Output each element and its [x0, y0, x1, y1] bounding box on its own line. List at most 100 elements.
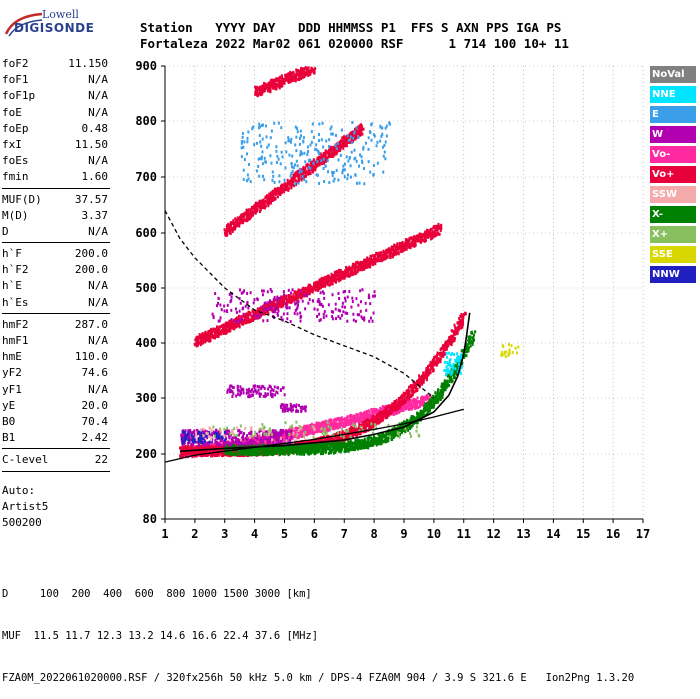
echo-point	[420, 381, 422, 384]
echo-point	[404, 399, 406, 402]
echo-point	[418, 415, 420, 418]
echo-point	[353, 433, 355, 436]
echo-point	[318, 449, 320, 452]
echo-point	[452, 337, 454, 340]
echo-point	[258, 434, 260, 437]
echo-point	[347, 423, 349, 426]
echo-point	[268, 452, 270, 455]
echo-point	[337, 441, 339, 444]
echo-point	[334, 420, 336, 423]
echo-point	[244, 321, 246, 324]
echo-point	[393, 435, 395, 438]
echo-point	[191, 446, 193, 449]
echo-point	[294, 297, 296, 300]
echo-point	[372, 415, 374, 418]
echo-point	[240, 315, 242, 318]
echo-point	[390, 412, 392, 415]
echo-point	[255, 448, 257, 451]
echo-point	[385, 407, 387, 410]
echo-point	[343, 445, 345, 448]
echo-point	[260, 449, 262, 452]
echo-point	[437, 388, 439, 391]
echo-point	[181, 446, 183, 449]
echo-point	[238, 315, 240, 318]
echo-point	[453, 374, 455, 377]
echo-point	[464, 312, 466, 315]
echo-point	[424, 410, 426, 413]
echo-point	[418, 374, 420, 377]
echo-point	[369, 414, 371, 417]
echo-point	[334, 446, 336, 449]
echo-point	[372, 408, 374, 411]
echo-point	[362, 446, 364, 449]
echo-point	[305, 287, 307, 290]
echo-point	[422, 371, 424, 374]
echo-point	[442, 390, 444, 393]
echo-point	[357, 413, 359, 416]
echo-point	[315, 449, 317, 452]
echo-point	[330, 422, 332, 425]
echo-point	[395, 430, 397, 433]
echo-point	[284, 453, 286, 456]
echo-point	[300, 451, 302, 454]
echo-point	[308, 292, 310, 295]
echo-point	[403, 392, 405, 395]
echo-point	[226, 329, 228, 332]
echo-point	[224, 328, 226, 331]
echo-point	[455, 327, 457, 330]
echo-point	[423, 412, 425, 415]
echo-point	[355, 420, 357, 423]
echo-point	[444, 386, 446, 389]
echo-point	[238, 452, 240, 455]
echo-point	[338, 446, 340, 449]
echo-point	[452, 379, 454, 382]
echo-point	[278, 449, 280, 452]
echo-point	[406, 393, 408, 396]
echo-point	[296, 428, 298, 431]
echo-point	[398, 404, 400, 407]
echo-point	[401, 430, 403, 433]
echo-point	[234, 325, 236, 328]
echo-point	[386, 432, 388, 435]
echo-point	[449, 378, 451, 381]
echo-point	[357, 438, 359, 441]
echo-point	[420, 379, 422, 382]
echo-point	[247, 452, 249, 455]
echo-point	[423, 381, 425, 384]
echo-point	[420, 397, 422, 400]
data-marks	[179, 66, 519, 459]
echo-point	[472, 336, 474, 339]
echo-point	[384, 410, 386, 413]
echo-point	[309, 285, 311, 288]
echo-point	[417, 421, 419, 424]
echo-point	[218, 334, 220, 337]
echo-point	[316, 422, 318, 425]
echo-point	[297, 446, 299, 449]
echo-point	[438, 360, 440, 363]
echo-point	[250, 453, 252, 456]
echo-point	[454, 370, 456, 373]
echo-point	[339, 431, 341, 434]
echo-point	[294, 431, 296, 434]
echo-point	[308, 428, 310, 431]
echo-point	[294, 291, 296, 294]
echo-point	[358, 417, 360, 420]
echo-point	[406, 398, 408, 401]
echo-point	[219, 325, 221, 328]
echo-point	[447, 383, 449, 386]
echo-point	[443, 352, 445, 355]
echo-point	[311, 447, 313, 450]
echo-point	[375, 409, 377, 412]
echo-point	[339, 422, 341, 425]
echo-point	[401, 407, 403, 410]
echo-point	[474, 330, 476, 333]
echo-point	[471, 332, 473, 335]
echo-point	[279, 453, 281, 456]
echo-point	[382, 413, 384, 416]
echo-point	[298, 435, 300, 438]
echo-point	[265, 448, 267, 451]
echo-point	[341, 449, 343, 452]
echo-point	[434, 391, 436, 394]
echo-point	[308, 431, 310, 434]
echo-point	[470, 336, 472, 339]
